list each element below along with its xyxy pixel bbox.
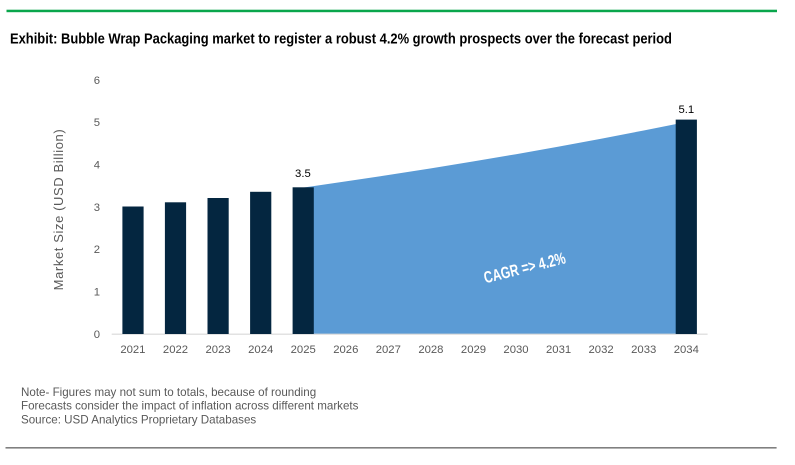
svg-text:3.5: 3.5 (295, 168, 311, 180)
svg-text:2029: 2029 (461, 344, 486, 356)
svg-text:2032: 2032 (589, 344, 614, 356)
svg-text:Exhibit: Bubble Wrap Packaging: Exhibit: Bubble Wrap Packaging market to… (10, 31, 672, 47)
svg-text:1: 1 (94, 287, 100, 299)
svg-text:Market Size (USD Billion): Market Size (USD Billion) (51, 129, 66, 291)
svg-text:5: 5 (94, 117, 100, 129)
svg-text:2030: 2030 (503, 344, 528, 356)
svg-text:4: 4 (94, 160, 100, 172)
svg-text:2026: 2026 (333, 344, 358, 356)
svg-text:2025: 2025 (291, 344, 316, 356)
svg-text:5.1: 5.1 (678, 104, 694, 116)
svg-text:6: 6 (94, 75, 100, 87)
svg-text:2034: 2034 (674, 344, 699, 356)
svg-text:Forecasts consider the impact: Forecasts consider the impact of inflati… (21, 400, 359, 413)
svg-text:2: 2 (94, 244, 100, 256)
svg-text:2031: 2031 (546, 344, 571, 356)
svg-text:2024: 2024 (248, 344, 273, 356)
svg-text:2023: 2023 (206, 344, 231, 356)
svg-text:2022: 2022 (163, 344, 188, 356)
svg-text:2033: 2033 (631, 344, 656, 356)
svg-text:0: 0 (94, 329, 100, 341)
svg-text:2021: 2021 (120, 344, 145, 356)
svg-text:3: 3 (94, 202, 100, 214)
svg-text:Source: USD Analytics Propriet: Source: USD Analytics Proprietary Databa… (21, 414, 256, 427)
svg-text:2028: 2028 (418, 344, 443, 356)
svg-text:Note- Figures may not sum to t: Note- Figures may not sum to totals, bec… (21, 386, 316, 399)
svg-text:2027: 2027 (376, 344, 401, 356)
